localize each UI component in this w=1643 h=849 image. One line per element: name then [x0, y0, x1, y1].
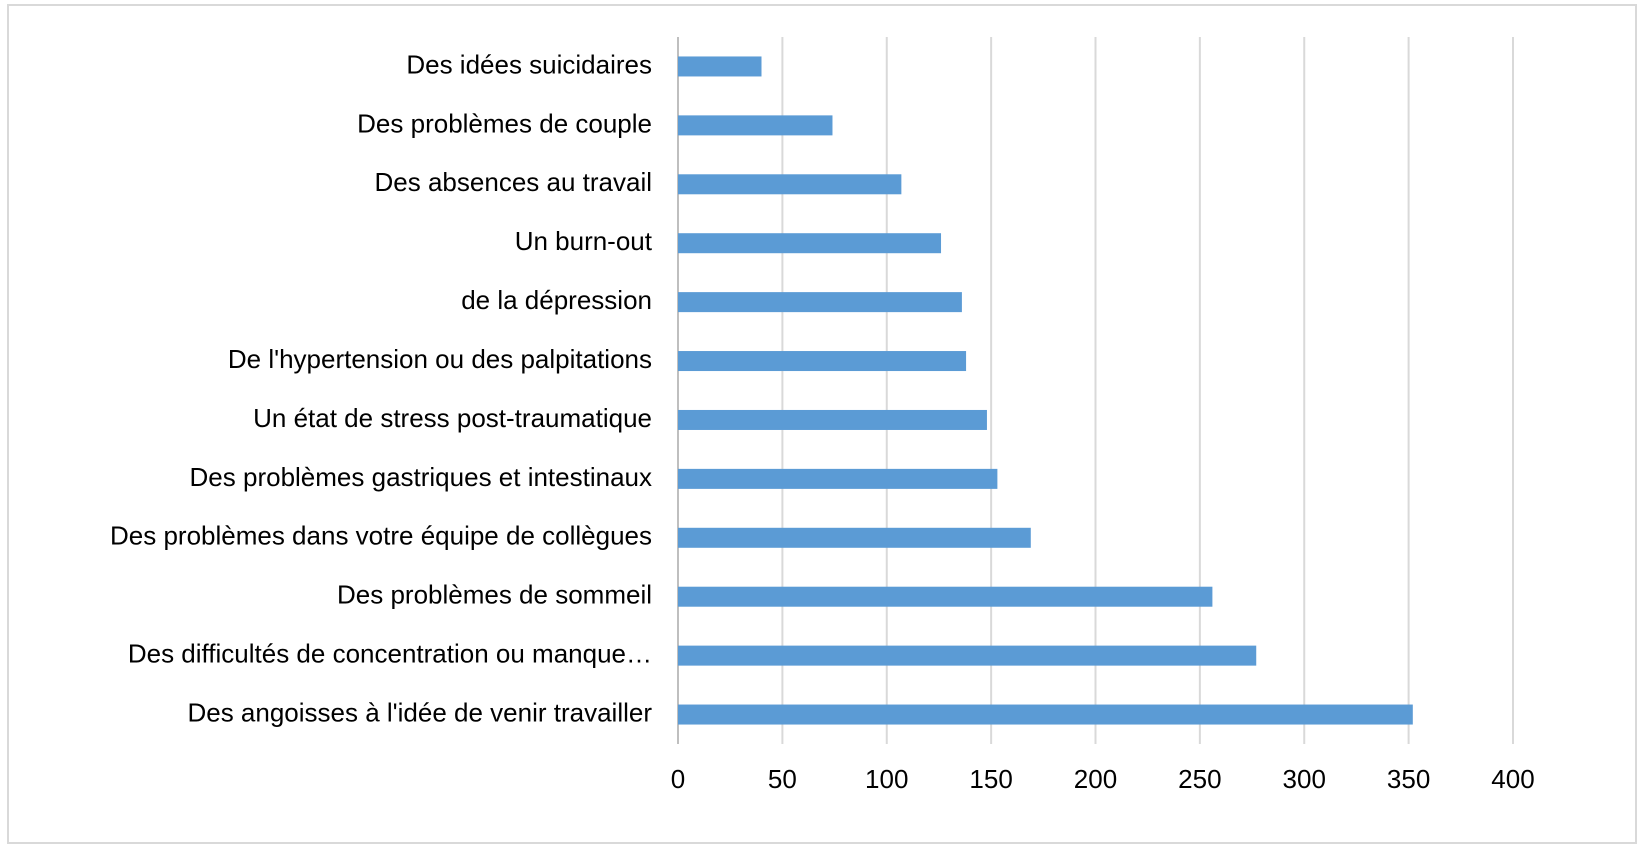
y-tick-label: de la dépression: [461, 285, 652, 315]
x-tick-label: 250: [1178, 764, 1221, 794]
y-tick-label: Des difficultés de concentration ou manq…: [128, 639, 652, 669]
bar: [678, 704, 1413, 725]
bar: [678, 645, 1257, 666]
y-tick-label: Des problèmes de sommeil: [337, 580, 652, 610]
y-tick-label: Un état de stress post-traumatique: [253, 403, 652, 433]
bar: [678, 351, 967, 372]
bar: [678, 115, 833, 136]
y-tick-label: Des absences au travail: [375, 167, 652, 197]
y-tick-label: Des problèmes de couple: [357, 108, 652, 138]
bar: [678, 233, 942, 254]
x-tick-label: 0: [671, 764, 685, 794]
bar: [678, 468, 998, 489]
bar: [678, 527, 1031, 548]
x-tick-label: 400: [1491, 764, 1534, 794]
bar: [678, 174, 902, 195]
y-tick-label: Des angoisses à l'idée de venir travaill…: [187, 697, 652, 727]
x-tick-label: 200: [1074, 764, 1117, 794]
bar: [678, 586, 1213, 607]
bar: [678, 56, 762, 77]
x-tick-label: 350: [1387, 764, 1430, 794]
x-tick-label: 50: [768, 764, 797, 794]
y-tick-label: Des problèmes dans votre équipe de collè…: [110, 521, 652, 551]
bar: [678, 292, 962, 313]
y-tick-label: De l'hypertension ou des palpitations: [228, 344, 652, 374]
x-tick-label: 150: [969, 764, 1012, 794]
y-tick-label: Des idées suicidaires: [406, 49, 652, 79]
x-tick-label: 300: [1283, 764, 1326, 794]
x-tick-label: 100: [865, 764, 908, 794]
y-tick-label: Des problèmes gastriques et intestinaux: [190, 462, 652, 492]
y-tick-label: Un burn-out: [515, 226, 653, 256]
bar: [678, 409, 987, 430]
